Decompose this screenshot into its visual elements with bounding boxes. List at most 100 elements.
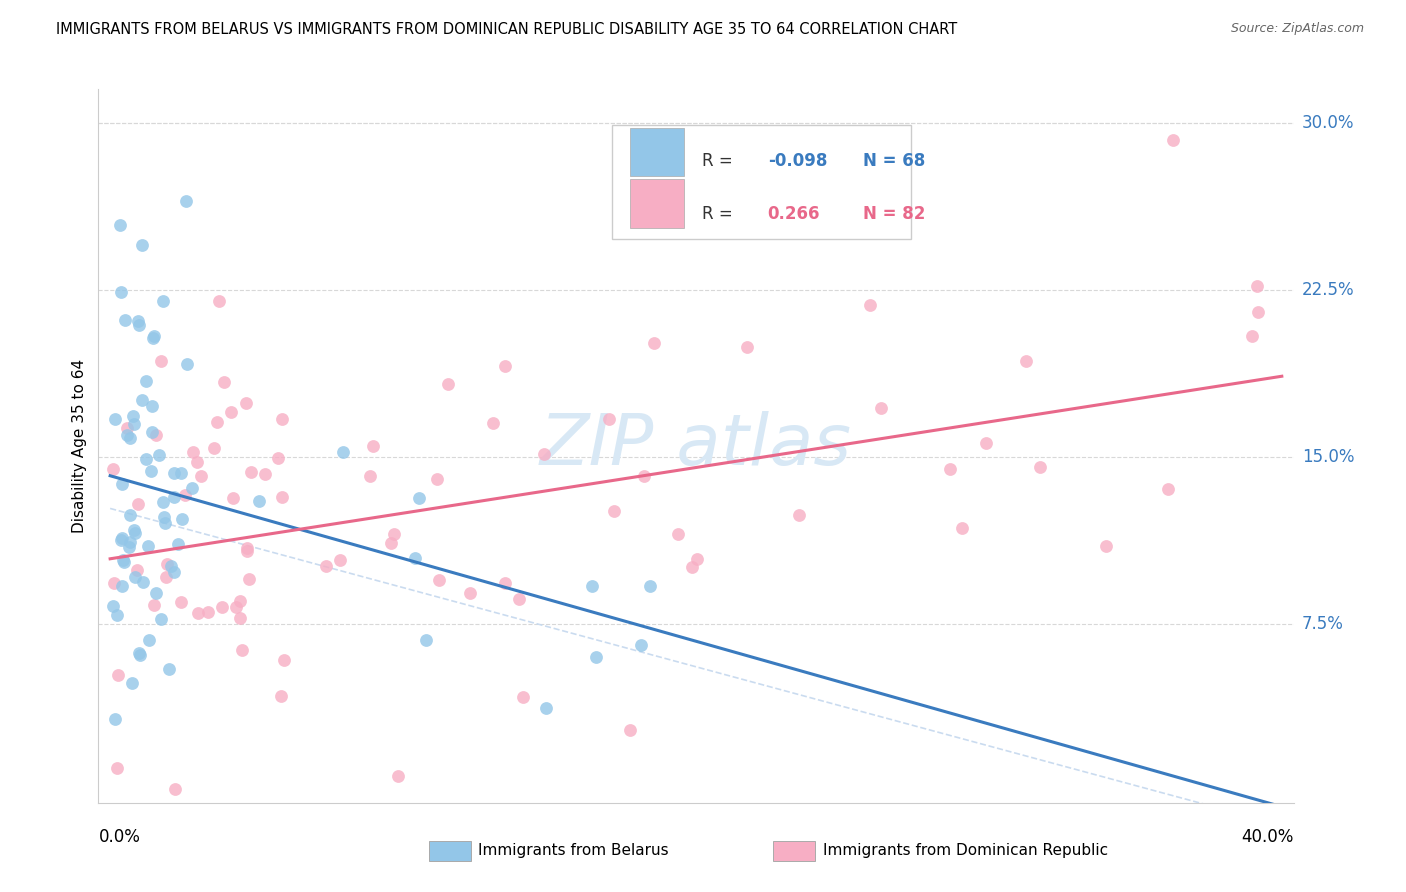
Point <box>127 497 149 511</box>
Point <box>138 540 160 554</box>
Point <box>482 416 505 430</box>
Point <box>249 493 271 508</box>
Point <box>115 421 138 435</box>
Point <box>107 668 129 682</box>
Point <box>270 689 292 703</box>
Point <box>211 599 233 614</box>
Text: 22.5%: 22.5% <box>1302 281 1354 299</box>
Point <box>155 569 177 583</box>
Point <box>1157 483 1180 497</box>
FancyBboxPatch shape <box>630 128 685 177</box>
Point <box>187 606 209 620</box>
Point <box>145 586 167 600</box>
Point <box>118 431 141 445</box>
Point <box>273 653 295 667</box>
Point <box>235 396 257 410</box>
Point <box>132 574 155 589</box>
Point <box>110 285 132 299</box>
Text: 7.5%: 7.5% <box>1302 615 1344 633</box>
Point <box>101 599 124 614</box>
Point <box>124 526 146 541</box>
Point <box>332 445 354 459</box>
Point <box>787 508 810 523</box>
Text: R =: R = <box>702 153 738 170</box>
Point <box>165 782 187 797</box>
Point <box>190 468 212 483</box>
Point <box>231 643 253 657</box>
Point <box>125 563 148 577</box>
Point <box>135 452 157 467</box>
Point <box>858 298 880 312</box>
Point <box>603 504 626 518</box>
Point <box>104 712 127 726</box>
Text: Immigrants from Dominican Republic: Immigrants from Dominican Republic <box>823 844 1108 858</box>
Point <box>681 560 703 574</box>
Point <box>427 573 450 587</box>
Point <box>122 409 145 424</box>
Point <box>110 533 132 547</box>
Point <box>494 576 516 591</box>
Point <box>235 541 257 555</box>
Point <box>686 551 709 566</box>
Point <box>181 445 204 459</box>
Point <box>598 412 620 426</box>
Point <box>163 490 186 504</box>
Point <box>138 633 160 648</box>
Point <box>170 511 193 525</box>
Point <box>229 594 252 608</box>
Point <box>415 633 437 648</box>
Point <box>952 521 974 535</box>
Point <box>129 648 152 662</box>
Point <box>153 516 176 530</box>
Point <box>208 294 231 309</box>
Point <box>142 330 165 344</box>
Point <box>197 605 219 619</box>
Point <box>380 536 402 550</box>
Point <box>202 441 225 455</box>
Point <box>254 467 277 481</box>
Point <box>150 353 173 368</box>
Point <box>266 450 288 465</box>
Point <box>534 701 557 715</box>
Point <box>212 375 235 389</box>
Text: -0.098: -0.098 <box>768 153 827 170</box>
Point <box>156 558 179 572</box>
Point <box>643 336 665 351</box>
Point <box>128 318 150 332</box>
Point <box>363 438 385 452</box>
Point <box>108 218 131 232</box>
Point <box>939 462 962 476</box>
Point <box>581 579 603 593</box>
Point <box>512 690 534 705</box>
Point <box>240 466 263 480</box>
Text: 40.0%: 40.0% <box>1241 828 1294 846</box>
Point <box>159 662 181 676</box>
Point <box>131 392 153 407</box>
Point <box>315 558 337 573</box>
Point <box>174 194 197 208</box>
Y-axis label: Disability Age 35 to 64: Disability Age 35 to 64 <box>72 359 87 533</box>
Point <box>128 646 150 660</box>
Point <box>127 313 149 327</box>
Point <box>630 638 652 652</box>
Point <box>533 447 555 461</box>
Point <box>870 401 893 416</box>
Point <box>124 417 146 431</box>
Text: IMMIGRANTS FROM BELARUS VS IMMIGRANTS FROM DOMINICAN REPUBLIC DISABILITY AGE 35 : IMMIGRANTS FROM BELARUS VS IMMIGRANTS FR… <box>56 22 957 37</box>
Point <box>508 592 530 607</box>
Point <box>145 428 167 442</box>
Point <box>1247 305 1270 319</box>
Point <box>163 466 186 480</box>
Point <box>152 294 174 309</box>
Text: R =: R = <box>702 205 744 223</box>
Point <box>666 527 689 541</box>
Point <box>160 559 183 574</box>
Point <box>225 600 247 615</box>
Point <box>121 676 143 690</box>
Point <box>404 550 426 565</box>
Point <box>382 526 405 541</box>
FancyBboxPatch shape <box>612 125 911 239</box>
Point <box>118 541 141 555</box>
Point <box>120 535 142 549</box>
Point <box>619 723 641 738</box>
